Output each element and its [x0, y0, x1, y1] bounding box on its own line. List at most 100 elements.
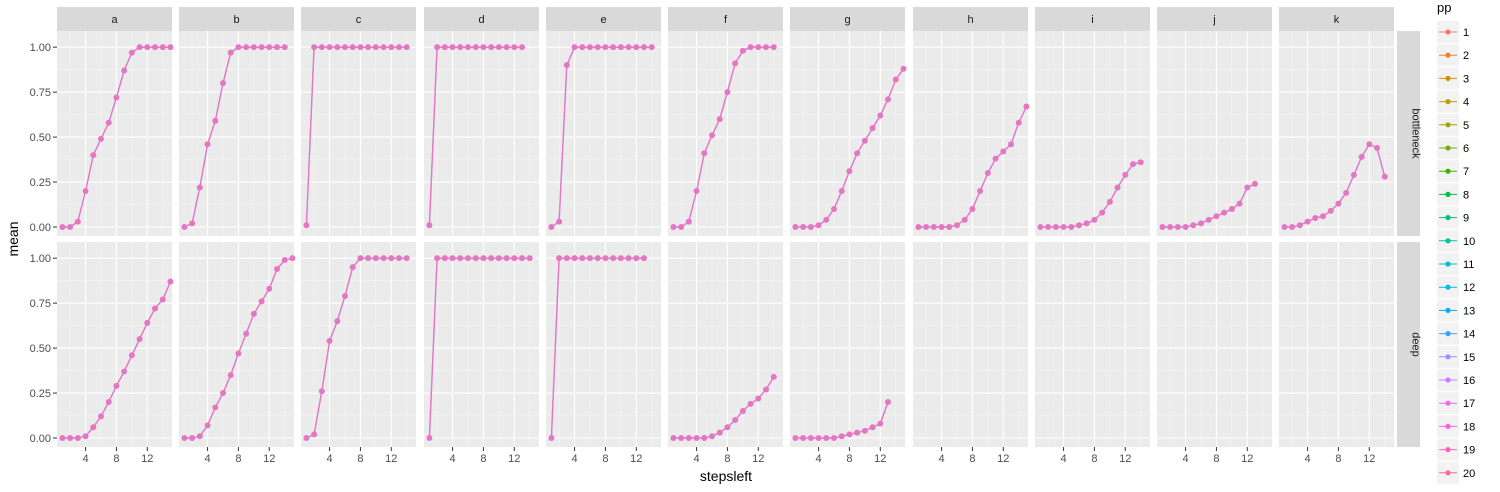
data-point — [579, 44, 586, 51]
data-point — [274, 44, 281, 51]
data-point — [548, 224, 555, 231]
data-point — [365, 44, 372, 51]
data-point — [464, 44, 471, 51]
data-point — [701, 150, 708, 157]
data-point — [869, 125, 876, 132]
legend-item-7: 7 — [1437, 160, 1469, 183]
facet-strip-e — [546, 7, 661, 31]
panel-background — [424, 31, 539, 236]
data-point — [732, 417, 739, 424]
legend-label: 8 — [1463, 189, 1469, 201]
data-point — [1213, 213, 1220, 220]
data-point — [97, 135, 104, 142]
data-point — [770, 44, 777, 51]
y-tick-label: 1.00 — [30, 42, 51, 54]
data-point — [274, 265, 281, 272]
panel-background — [57, 31, 172, 236]
data-point — [1099, 209, 1106, 216]
data-point — [877, 420, 884, 427]
legend-key-point — [1445, 284, 1451, 290]
x-tick-label: 8 — [724, 453, 730, 465]
data-point — [121, 368, 128, 375]
data-point — [318, 388, 325, 395]
data-point — [969, 206, 976, 213]
facet-strip-f — [668, 7, 783, 31]
panel-background — [913, 242, 1028, 447]
x-tick-label: 8 — [235, 453, 241, 465]
legend-label: 16 — [1463, 375, 1475, 387]
panel-k-deep — [1279, 242, 1394, 447]
data-point — [181, 435, 188, 442]
data-point — [923, 224, 930, 231]
panel-h-bottleneck — [913, 31, 1030, 236]
legend-item-8: 8 — [1437, 183, 1469, 206]
data-point — [739, 47, 746, 54]
data-point — [449, 44, 456, 51]
data-point — [633, 255, 640, 262]
data-point — [196, 184, 203, 191]
data-point — [1228, 206, 1235, 213]
y-axis-title: mean — [5, 221, 21, 256]
data-point — [992, 155, 999, 162]
data-point — [519, 44, 526, 51]
legend-item-1: 1 — [1437, 21, 1469, 43]
data-point — [633, 44, 640, 51]
data-point — [59, 435, 66, 442]
data-point — [303, 222, 310, 229]
data-point — [571, 44, 578, 51]
data-point — [74, 435, 81, 442]
x-tick-label: 4 — [571, 453, 577, 465]
data-point — [846, 168, 853, 175]
x-tick-label: 12 — [1241, 453, 1253, 465]
x-tick-label: 4 — [1182, 453, 1188, 465]
facet-strip-label-f: f — [724, 14, 728, 26]
data-point — [167, 278, 174, 285]
data-point — [341, 44, 348, 51]
data-point — [1289, 224, 1296, 231]
y-tick-label: 0.75 — [30, 87, 51, 99]
data-point — [67, 224, 74, 231]
data-point — [326, 44, 333, 51]
x-tick-label: 12 — [141, 453, 153, 465]
legend-key-point — [1445, 145, 1451, 151]
data-point — [519, 255, 526, 262]
data-point — [701, 435, 708, 442]
data-point — [1060, 224, 1067, 231]
data-point — [670, 224, 677, 231]
data-point — [511, 255, 518, 262]
x-tick-label: 4 — [82, 453, 88, 465]
data-point — [488, 44, 495, 51]
data-point — [1182, 224, 1189, 231]
data-point — [472, 255, 479, 262]
data-point — [388, 255, 395, 262]
legend-label: 5 — [1463, 120, 1469, 132]
data-point — [830, 435, 837, 442]
facet-strip-label-a: a — [111, 14, 118, 26]
data-point — [815, 222, 822, 229]
data-point — [961, 216, 968, 223]
data-point — [311, 431, 318, 438]
facet-strip-label-j: j — [1212, 14, 1215, 26]
x-axis-title: stepsleft — [700, 468, 752, 484]
data-point — [846, 431, 853, 438]
x-tick-label: 4 — [449, 453, 455, 465]
data-point — [480, 255, 487, 262]
row-strip-deep — [1397, 242, 1420, 447]
data-point — [732, 60, 739, 67]
x-tick-label: 8 — [1335, 453, 1341, 465]
data-point — [503, 44, 510, 51]
data-point — [678, 435, 685, 442]
panel-c-bottleneck — [301, 31, 416, 236]
data-point — [464, 255, 471, 262]
data-point — [670, 435, 677, 442]
data-point — [648, 44, 655, 51]
data-point — [1335, 200, 1342, 207]
data-point — [617, 255, 624, 262]
data-point — [318, 44, 325, 51]
x-tick-label: 12 — [752, 453, 764, 465]
data-point — [357, 44, 364, 51]
y-tick-label: 0.00 — [30, 222, 51, 234]
data-point — [571, 255, 578, 262]
data-point — [250, 44, 257, 51]
data-point — [128, 49, 135, 56]
